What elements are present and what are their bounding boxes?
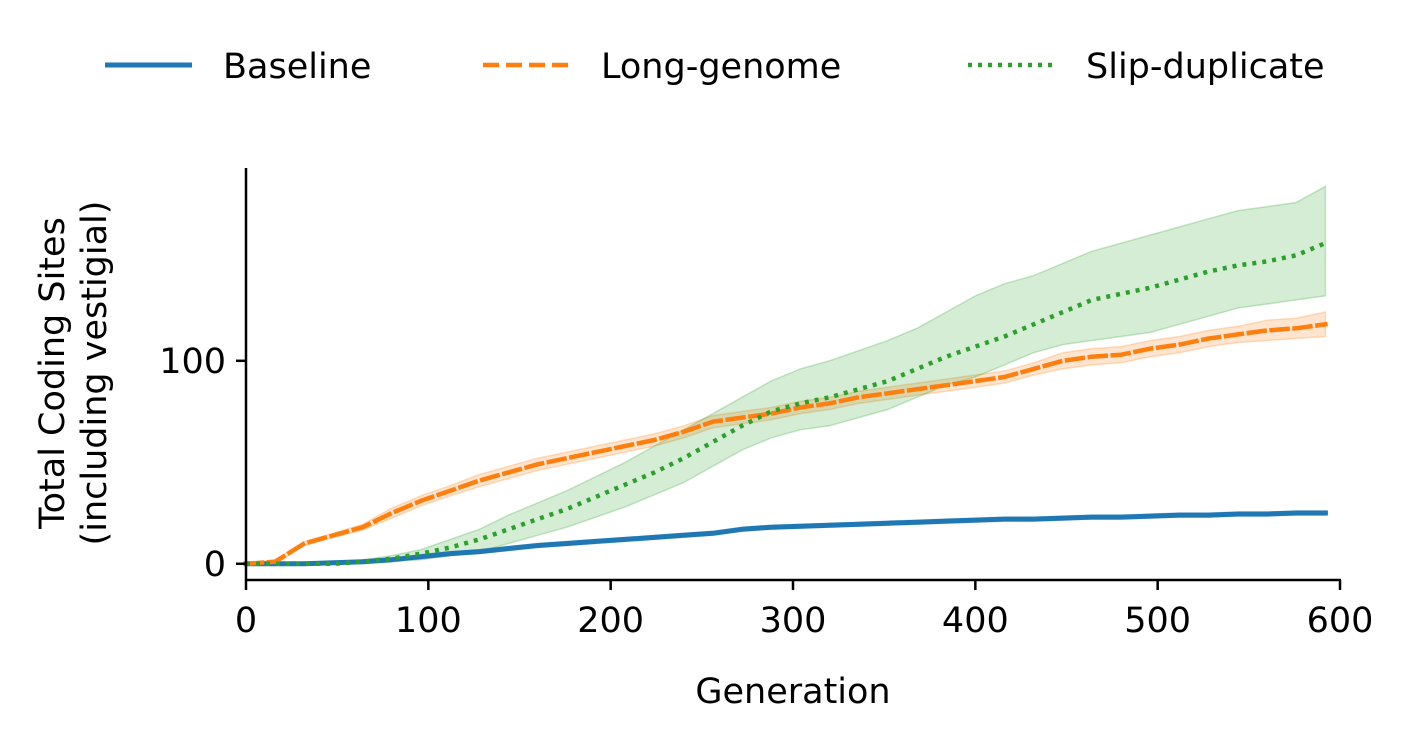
slip-duplicate-band bbox=[246, 185, 1327, 565]
y-tick-label: 0 bbox=[204, 545, 226, 585]
axes: 0 100 200 300 400 500 600 0 100 bbox=[159, 168, 1373, 641]
legend: Baseline Long-genome Slip-duplicate bbox=[105, 47, 1325, 87]
plot-area bbox=[243, 185, 1328, 567]
x-tick-label: 0 bbox=[235, 601, 257, 641]
long-genome-line bbox=[243, 321, 1328, 567]
legend-item-slip-duplicate: Slip-duplicate bbox=[968, 47, 1325, 87]
x-tick-label: 200 bbox=[577, 601, 644, 641]
legend-label-baseline: Baseline bbox=[223, 47, 371, 87]
y-axis-label-line1: Total Coding Sites bbox=[33, 217, 73, 530]
x-ticks: 0 100 200 300 400 500 600 bbox=[235, 580, 1374, 641]
series-lines bbox=[243, 241, 1328, 567]
slip-duplicate-line bbox=[246, 241, 1327, 567]
y-ticks: 0 100 bbox=[159, 342, 246, 585]
x-axis-label: Generation bbox=[695, 672, 890, 712]
x-tick-label: 600 bbox=[1307, 601, 1374, 641]
y-tick-label: 100 bbox=[159, 342, 226, 382]
legend-item-baseline: Baseline bbox=[105, 47, 371, 87]
legend-label-slip-duplicate: Slip-duplicate bbox=[1086, 47, 1325, 87]
x-tick-label: 500 bbox=[1124, 601, 1191, 641]
y-axis-label-line2: (including vestigial) bbox=[75, 201, 115, 546]
baseline-line bbox=[243, 510, 1328, 567]
legend-label-long-genome: Long-genome bbox=[601, 47, 841, 87]
x-tick-label: 100 bbox=[395, 601, 462, 641]
x-tick-label: 300 bbox=[760, 601, 827, 641]
legend-item-long-genome: Long-genome bbox=[483, 47, 841, 87]
x-tick-label: 400 bbox=[942, 601, 1009, 641]
